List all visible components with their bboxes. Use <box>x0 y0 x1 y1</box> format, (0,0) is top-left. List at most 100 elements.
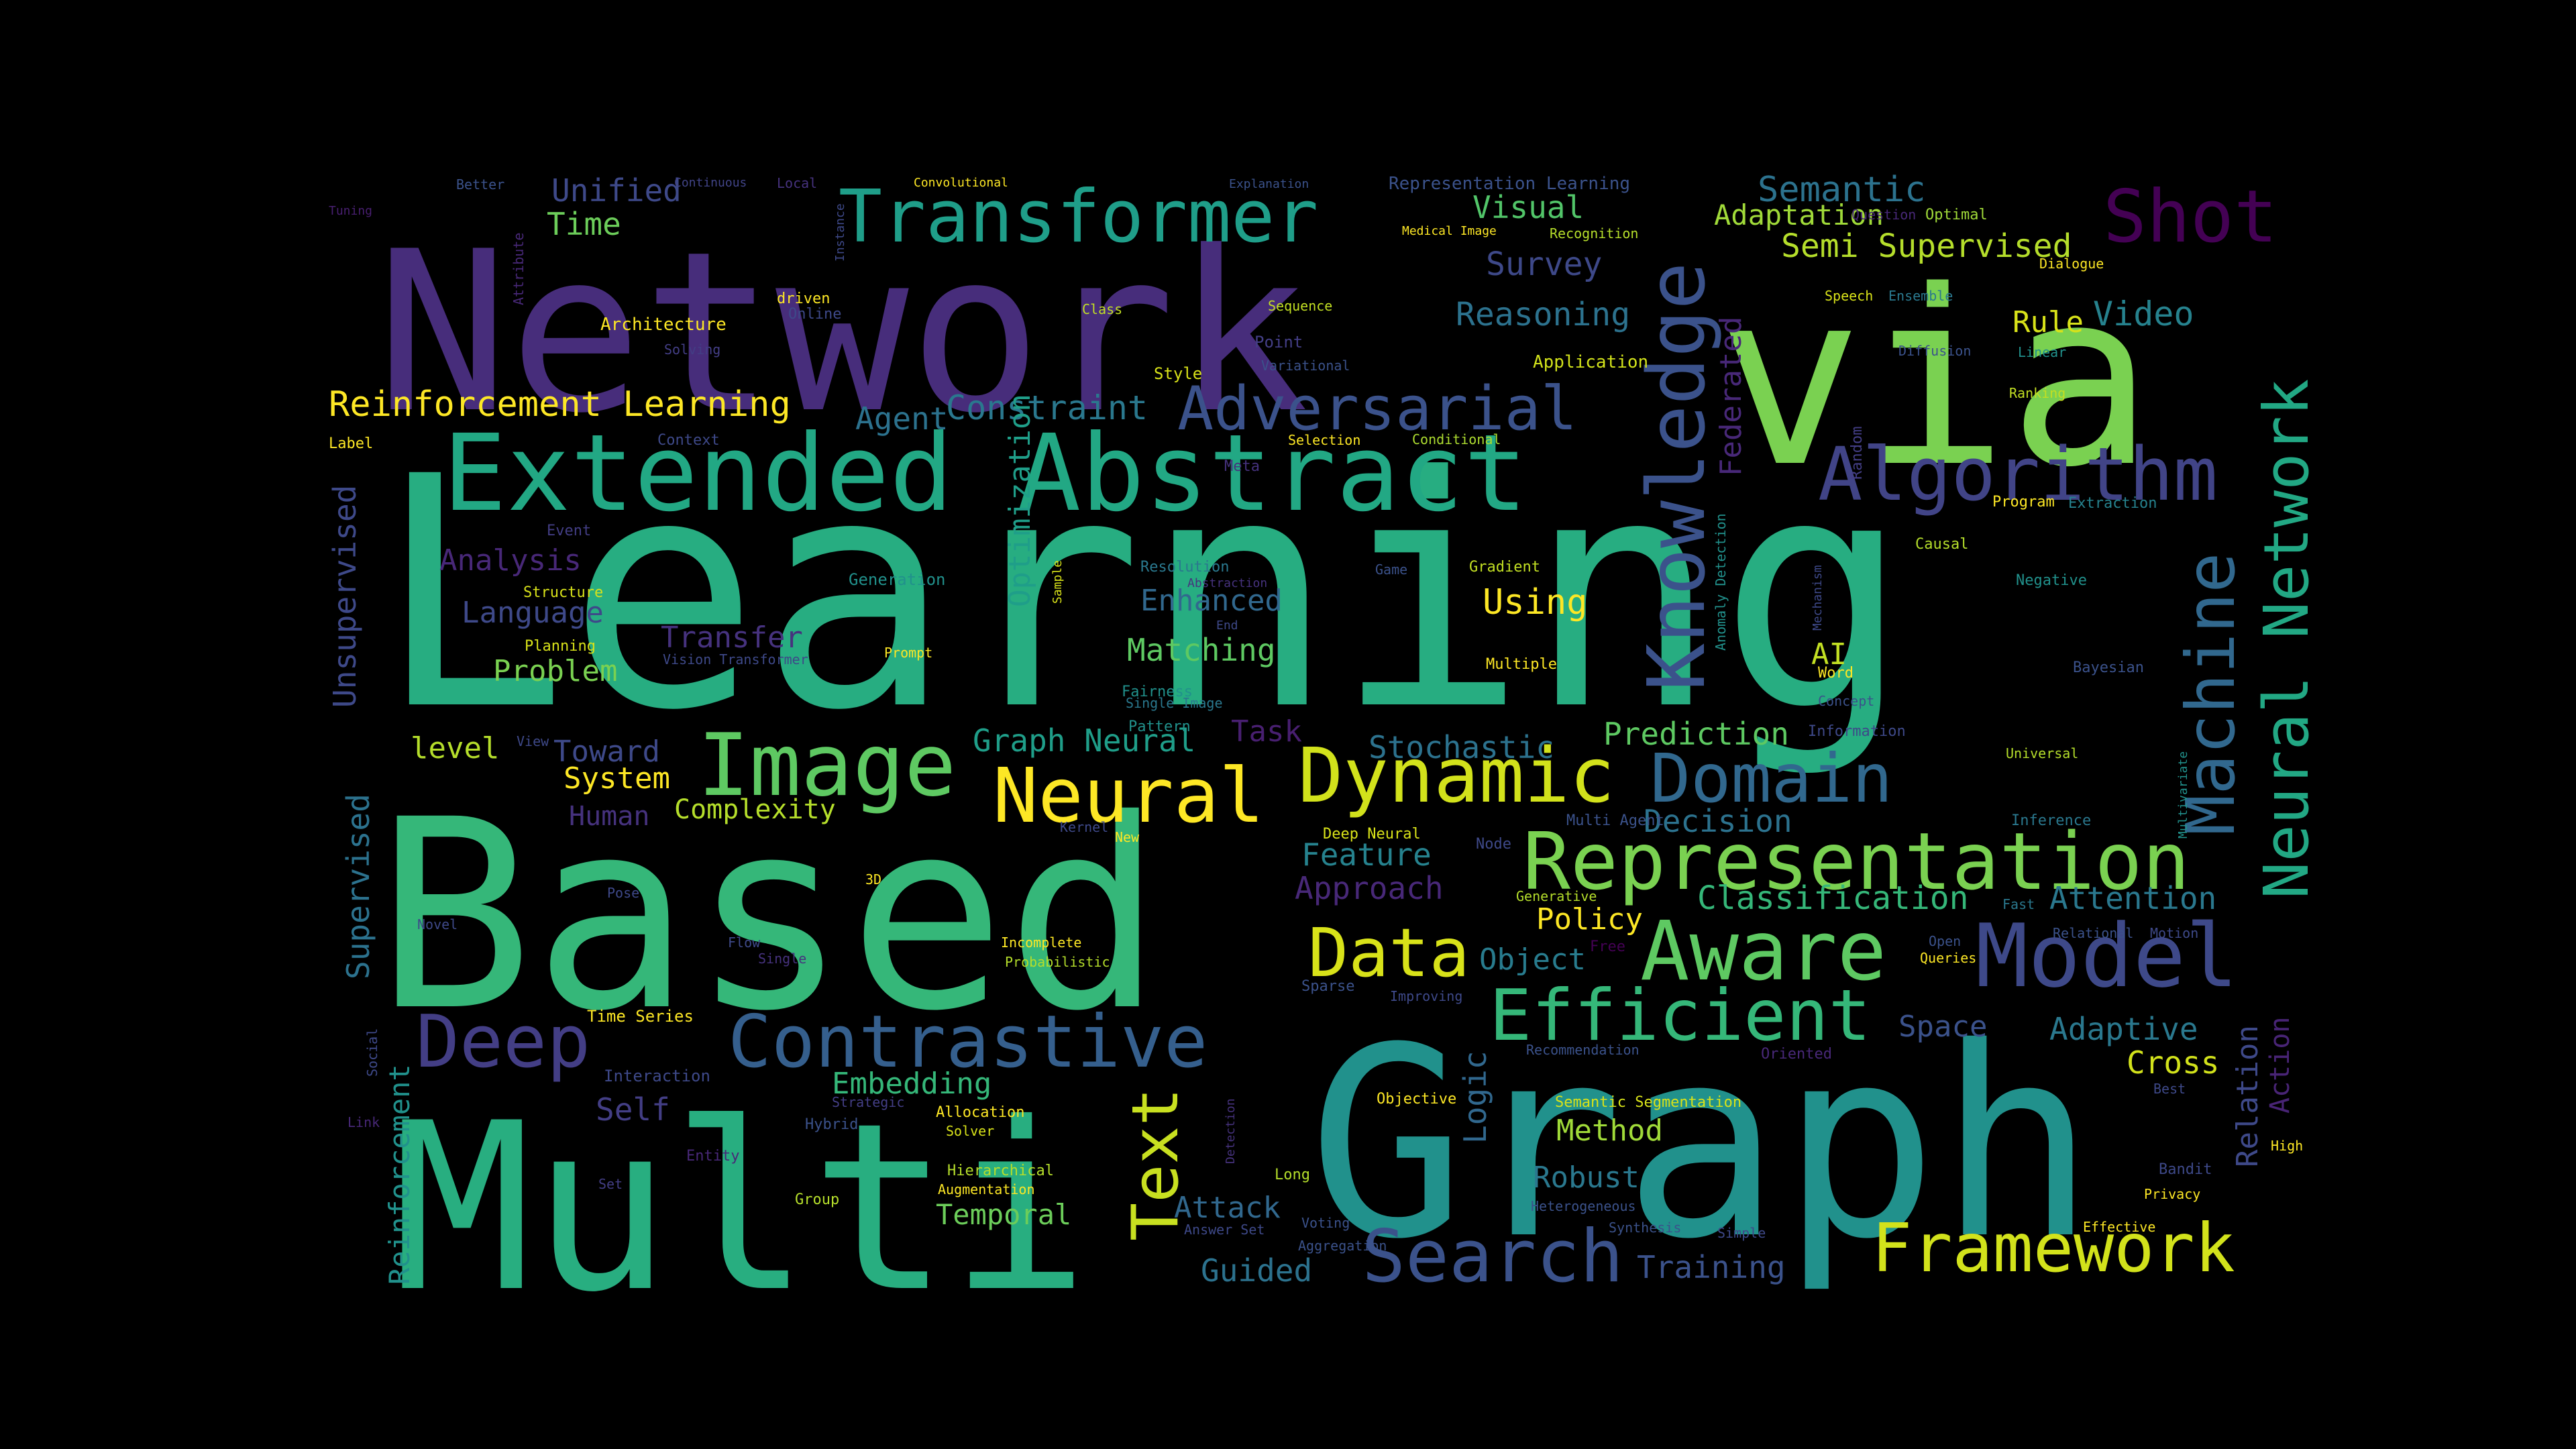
word-level: level <box>411 731 499 765</box>
word-relational: Relational <box>2053 925 2133 941</box>
word-transfer: Transfer <box>661 621 803 655</box>
word-extended-abstract: Extended Abstract <box>443 412 1527 535</box>
word-sparse: Sparse <box>1301 978 1354 995</box>
word-best: Best <box>2153 1081 2186 1097</box>
word-representation: Representation <box>1523 815 2190 908</box>
word-neural: Neural <box>993 753 1265 840</box>
word-universal: Universal <box>2006 745 2078 761</box>
word-new: New <box>1115 829 1140 845</box>
word-point: Point <box>1254 333 1303 352</box>
word-unsupervised: Unsupervised <box>327 485 363 708</box>
word-single-image: Single Image <box>1126 695 1223 711</box>
word-gradient: Gradient <box>1469 559 1540 576</box>
word-explanation: Explanation <box>1229 177 1309 191</box>
word-multiple: Multiple <box>1486 656 1557 673</box>
word-privacy: Privacy <box>2144 1186 2200 1202</box>
word-vision-transformer: Vision Transformer <box>663 651 808 667</box>
word-constraint: Constraint <box>946 388 1148 427</box>
word-embedding: Embedding <box>832 1067 991 1101</box>
word-deep: Deep <box>416 1000 590 1084</box>
word-deep-neural: Deep Neural <box>1323 826 1421 843</box>
word-pattern: Pattern <box>1128 718 1191 735</box>
word-problem: Problem <box>493 654 617 688</box>
word-oriented: Oriented <box>1761 1046 1832 1063</box>
word-hybrid: Hybrid <box>805 1116 858 1133</box>
word-cross: Cross <box>2127 1044 2219 1081</box>
word-concept: Concept <box>1818 693 1874 709</box>
word-aware: Aware <box>1640 904 1886 999</box>
word-meta: Meta <box>1224 458 1260 475</box>
word-dialogue: Dialogue <box>2039 256 2104 272</box>
word-image: Image <box>698 716 956 816</box>
word-stochastic: Stochastic <box>1368 729 1554 765</box>
word-adaptive: Adaptive <box>2049 1011 2198 1047</box>
word-space: Space <box>1898 1010 1987 1044</box>
word-single: Single <box>758 951 806 967</box>
word-attribute: Attribute <box>511 233 527 305</box>
word-relation: Relation <box>2231 1025 2265 1167</box>
word-language: Language <box>462 596 604 630</box>
word-group: Group <box>795 1191 839 1208</box>
word-speech: Speech <box>1825 288 1873 304</box>
word-human: Human <box>569 801 649 832</box>
word-conditional: Conditional <box>1412 431 1501 447</box>
word-rule: Rule <box>2012 305 2084 339</box>
word-approach: Approach <box>1295 870 1444 906</box>
word-agent: Agent <box>855 400 948 437</box>
word-training: Training <box>1637 1249 1786 1285</box>
word-adaptation: Adaptation <box>1714 199 1884 231</box>
word-anomaly-detection: Anomaly Detection <box>1713 513 1729 651</box>
word-enhanced: Enhanced <box>1140 584 1283 618</box>
word-novel: Novel <box>417 916 458 932</box>
word-free: Free <box>1590 938 1625 955</box>
word-attention: Attention <box>2049 880 2216 916</box>
word-continuous: Continuous <box>674 176 747 190</box>
word-ai: AI <box>1811 637 1847 672</box>
word-text: Text <box>1119 1087 1193 1241</box>
word-question: Question <box>1851 207 1916 223</box>
word-label: Label <box>329 435 373 452</box>
word-inference: Inference <box>2011 812 2091 829</box>
word-voting: Voting <box>1301 1215 1350 1231</box>
word-time-series: Time Series <box>587 1007 694 1026</box>
word-via: via <box>1717 239 2153 520</box>
word-attack: Attack <box>1174 1191 1281 1225</box>
word-object: Object <box>1479 943 1586 977</box>
word-motion: Motion <box>2150 925 2198 941</box>
word-based: Based <box>376 763 1163 1068</box>
word-policy: Policy <box>1536 902 1643 936</box>
word-dynamic: Dynamic <box>1298 733 1615 820</box>
word-diffusion: Diffusion <box>1898 343 1971 359</box>
word-feature: Feature <box>1301 837 1432 873</box>
word-open: Open <box>1929 933 1961 949</box>
word-abstraction: Abstraction <box>1187 576 1267 590</box>
word-pose: Pose <box>607 885 639 901</box>
word-knowledge: Knowledge <box>1630 262 1723 691</box>
word-game: Game <box>1375 561 1407 578</box>
word-driven: driven <box>777 290 830 307</box>
word-neural-network: Neural Network <box>2251 379 2322 899</box>
word-domain: Domain <box>1650 739 1892 818</box>
word-semantic-segmentation: Semantic Segmentation <box>1555 1094 1741 1111</box>
word-improving: Improving <box>1390 988 1462 1004</box>
word-negative: Negative <box>2016 572 2087 589</box>
word-kernel: Kernel <box>1060 819 1108 835</box>
word-better: Better <box>456 176 504 193</box>
word-synthesis: Synthesis <box>1609 1220 1681 1236</box>
word-view: View <box>517 733 549 749</box>
word-flow: Flow <box>728 934 761 951</box>
word-action: Action <box>2265 1017 2296 1114</box>
word-linear: Linear <box>2018 344 2066 360</box>
word-application: Application <box>1533 352 1648 372</box>
word-resolution: Resolution <box>1140 559 1229 576</box>
word-guided: Guided <box>1201 1252 1312 1289</box>
word-entity: Entity <box>686 1148 739 1165</box>
word-recognition: Recognition <box>1550 225 1638 241</box>
word-context: Context <box>657 432 720 449</box>
word-robust: Robust <box>1533 1161 1640 1195</box>
word-sample: Sample <box>1051 560 1065 604</box>
word-allocation: Allocation <box>936 1104 1024 1121</box>
